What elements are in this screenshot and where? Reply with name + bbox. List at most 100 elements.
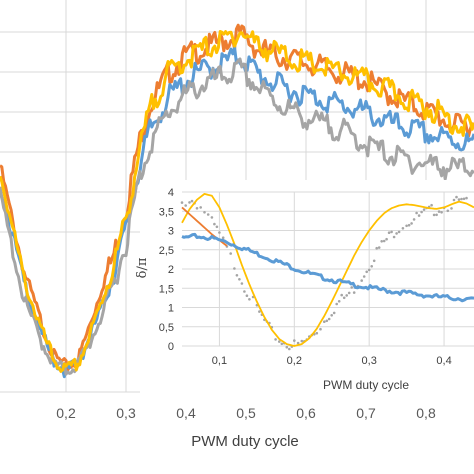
main-series-group <box>0 23 474 379</box>
inset-data-point <box>347 291 351 295</box>
inset-data-point <box>319 327 322 331</box>
inset-data-point <box>422 208 426 211</box>
inset-data-point <box>370 265 374 268</box>
inset-data-point <box>412 218 416 221</box>
inset-data-point <box>380 240 384 243</box>
inset-data-point <box>233 267 236 270</box>
inset-series-group <box>180 193 474 351</box>
inset-data-point <box>229 252 232 255</box>
inset-data-point <box>296 341 300 345</box>
inset-data-point <box>435 213 438 217</box>
inset-y-tick-label: 3 <box>168 226 174 238</box>
inset-data-point <box>365 270 369 274</box>
inset-data-point <box>450 207 453 210</box>
inset-data-point <box>372 259 376 263</box>
inset-data-point <box>350 286 354 289</box>
inset-data-point <box>437 210 441 213</box>
inset-data-point <box>432 213 436 217</box>
inset-data-point <box>213 222 216 226</box>
inset-data-point <box>395 232 398 235</box>
main-x-tick-label: 0,2 <box>56 405 76 421</box>
inset-data-point <box>288 347 291 351</box>
inset-data-point <box>452 198 456 202</box>
main-x-tick-label: 0,6 <box>296 405 316 421</box>
inset-data-point <box>430 203 433 207</box>
inset-data-point <box>405 224 408 228</box>
inset-data-point <box>325 319 329 323</box>
inset-data-point <box>280 342 284 346</box>
inset-y-tick-label: 1 <box>168 303 174 315</box>
inset-data-point <box>195 207 199 210</box>
main-x-tick-label: 0,3 <box>116 405 136 421</box>
inset-data-point <box>360 279 364 282</box>
inset-x-tick-label: 0,1 <box>212 355 227 367</box>
inset-series-line <box>181 232 474 303</box>
inset-data-point <box>210 216 214 219</box>
inset-data-point <box>337 300 341 303</box>
main-series-line <box>0 30 474 373</box>
inset-data-point <box>188 201 191 204</box>
inset-y-tick-label: 0,5 <box>159 322 174 334</box>
inset-data-point <box>274 338 277 341</box>
inset-y-tick-label: 2 <box>168 264 174 276</box>
inset-data-point <box>180 201 184 204</box>
inset-data-point <box>382 239 386 243</box>
inset-data-point <box>245 294 249 298</box>
inset-data-point <box>206 213 210 216</box>
inset-y-tick-label: 0 <box>168 341 174 353</box>
inset-data-point <box>417 214 421 217</box>
main-x-axis-title: PWM duty cycle <box>191 433 299 450</box>
inset-data-point <box>327 317 331 321</box>
inset-data-point <box>345 294 349 297</box>
inset-data-point <box>410 222 413 225</box>
inset-data-point <box>352 291 356 294</box>
main-x-tick-labels: 0,2 0,3 0,4 0,5 0,6 0,7 0,8 <box>56 405 436 421</box>
inset-data-point <box>342 296 346 300</box>
main-series-line <box>0 57 474 376</box>
inset-x-tick-label: 0,3 <box>362 355 377 367</box>
inset-y-tick-label: 3,5 <box>159 206 174 218</box>
inset-y-tick-label: 2,5 <box>159 245 174 257</box>
inset-data-point <box>184 204 187 207</box>
inset-data-point <box>215 225 219 229</box>
inset-x-tick-label: 0,2 <box>287 355 302 367</box>
inset-data-point <box>460 197 463 201</box>
main-x-tick-label: 0,4 <box>176 405 196 421</box>
inset-data-point <box>248 298 251 301</box>
inset-data-point <box>238 278 241 281</box>
inset-data-point <box>323 320 326 324</box>
inset-data-point <box>218 231 221 234</box>
inset-data-point <box>340 293 344 297</box>
inset-data-point <box>385 237 388 241</box>
inset-data-point <box>243 290 246 293</box>
inset-y-axis-title: δ/π <box>135 257 150 278</box>
inset-data-point <box>315 331 319 335</box>
inset-data-point <box>258 310 261 313</box>
inset-data-point <box>407 223 411 227</box>
inset-data-point <box>300 339 304 343</box>
inset-chart: 0 0,5 1 1,5 2 2,5 3 3,5 4 0,1 0,2 0,3 0,4 δ/π PWM d… <box>135 180 474 400</box>
inset-background <box>140 180 474 400</box>
inset-data-point <box>377 246 381 249</box>
inset-data-point <box>335 302 339 306</box>
inset-y-tick-label: 1,5 <box>159 283 174 295</box>
inset-data-point <box>446 209 450 213</box>
inset-y-tick-label: 4 <box>168 187 174 199</box>
inset-data-point <box>392 235 396 239</box>
main-x-tick-label: 0,5 <box>236 405 256 421</box>
inset-data-point <box>240 282 244 285</box>
inset-data-point <box>221 236 225 239</box>
inset-data-point <box>362 275 366 278</box>
inset-x-axis-title: PWM duty cycle <box>323 378 409 392</box>
inset-data-point <box>420 210 423 214</box>
inset-data-point <box>332 311 336 315</box>
inset-data-point <box>387 231 391 234</box>
inset-data-point <box>375 246 379 250</box>
inset-data-point <box>330 314 334 317</box>
inset-series-line <box>181 193 474 347</box>
inset-data-point <box>390 230 393 234</box>
inset-data-point <box>367 268 371 272</box>
inset-y-tick-labels: 0 0,5 1 1,5 2 2,5 3 3,5 4 <box>159 187 174 353</box>
inset-data-point <box>235 274 239 277</box>
